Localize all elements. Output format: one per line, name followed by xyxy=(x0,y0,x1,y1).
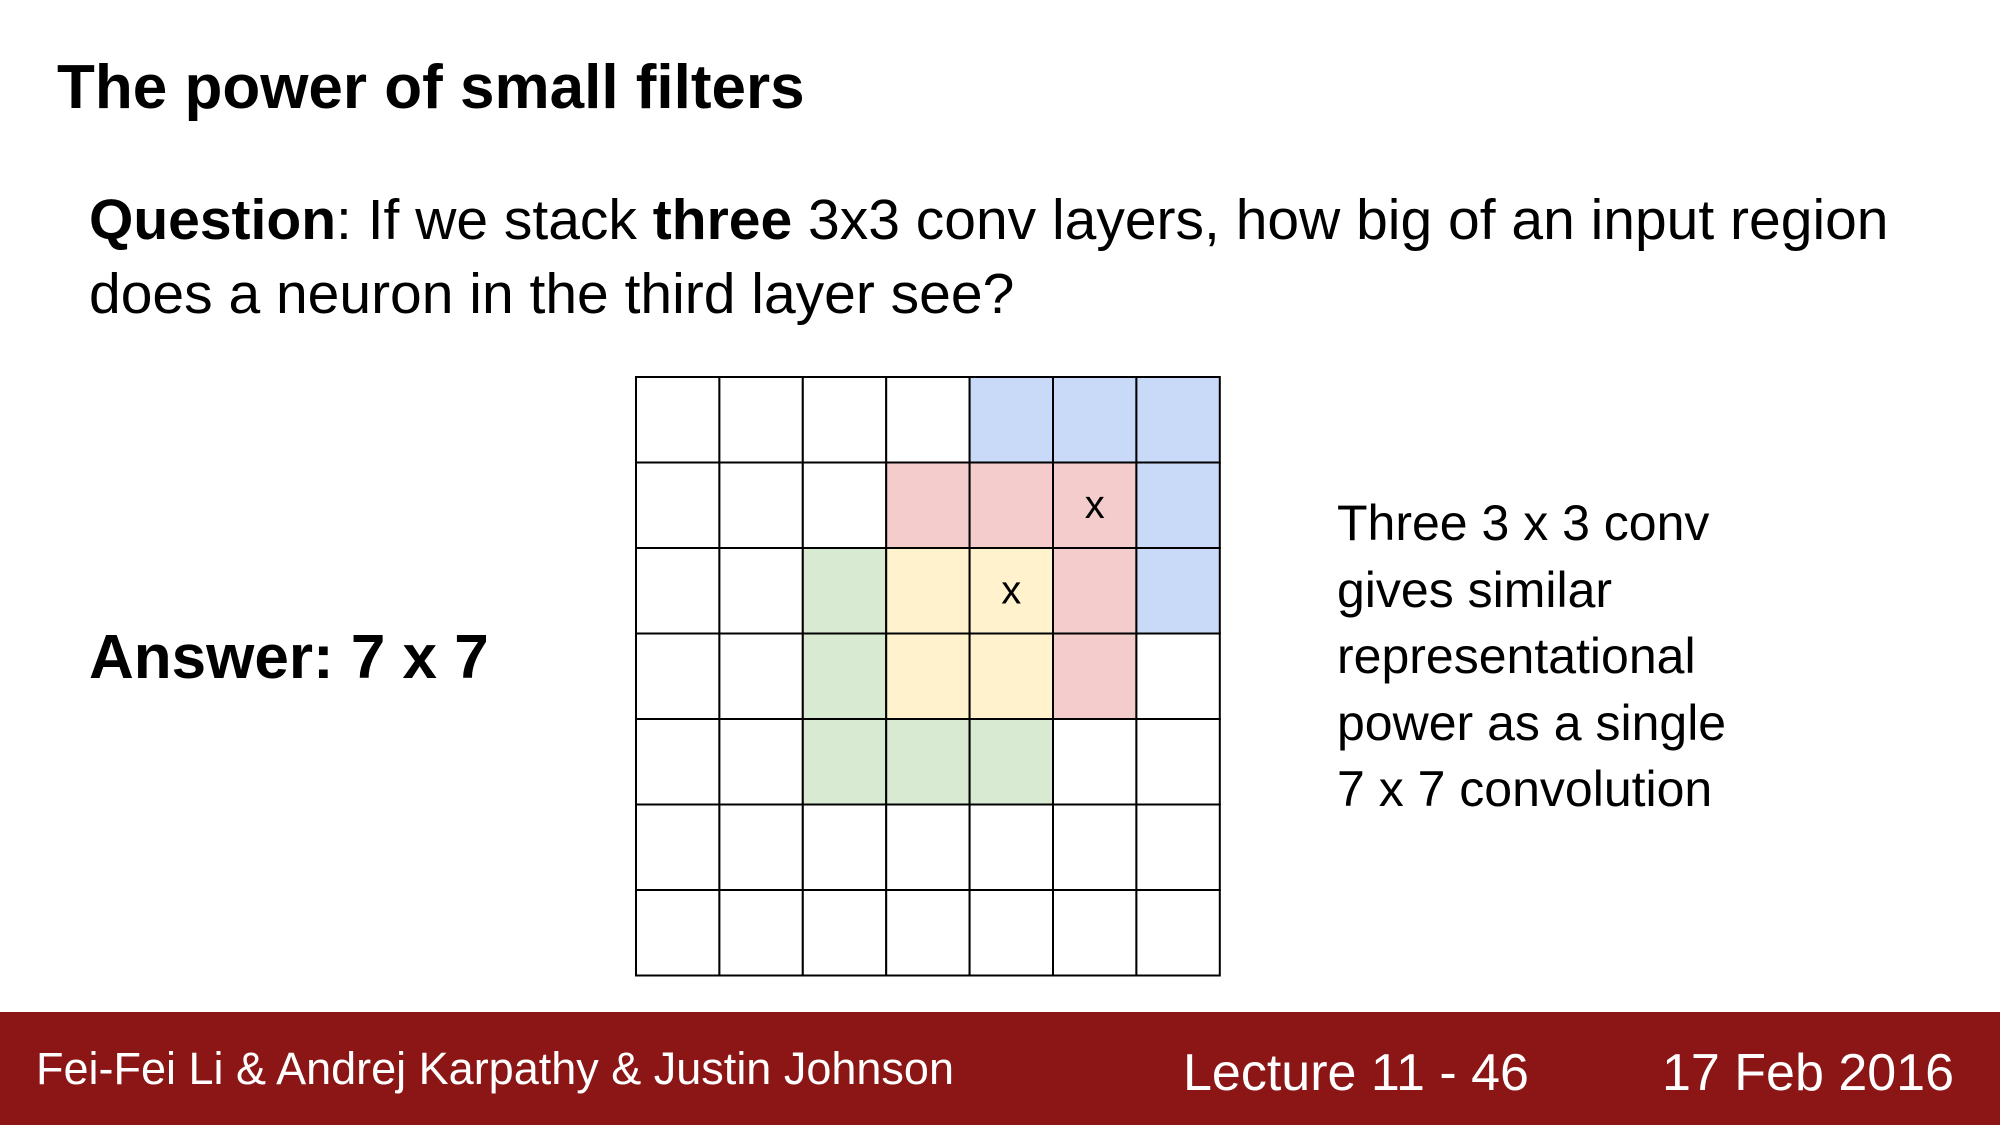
grid-cell xyxy=(1052,632,1138,720)
grid-cell xyxy=(1135,718,1221,806)
grid-cell xyxy=(968,461,1055,549)
grid-cell xyxy=(635,547,721,635)
grid-cell xyxy=(718,376,804,464)
grid-cell xyxy=(801,632,888,720)
grid-cell xyxy=(635,803,721,891)
grid-cell xyxy=(635,461,721,549)
side-line: 7 x 7 convolution xyxy=(1337,761,1713,817)
grid-cell xyxy=(635,632,721,720)
grid-cell xyxy=(718,632,804,720)
grid-cell xyxy=(885,718,971,806)
grid-cell xyxy=(801,718,888,806)
side-line: gives similar xyxy=(1337,561,1613,618)
grid-cell xyxy=(1052,376,1138,464)
grid-cell xyxy=(1135,632,1221,720)
grid-cell xyxy=(801,889,888,977)
answer-text: Answer: 7 x 7 xyxy=(89,623,489,692)
grid-cell xyxy=(968,803,1055,891)
grid-svg: xx xyxy=(635,376,1221,977)
grid-cell xyxy=(801,803,888,891)
grid-cell xyxy=(1135,547,1221,635)
grid-cell xyxy=(718,461,804,549)
grid-cell xyxy=(1052,718,1138,806)
footer-date: 17 Feb 2016 xyxy=(1662,1044,1955,1102)
grid-cell xyxy=(885,461,971,549)
grid-cell xyxy=(1135,461,1221,549)
question-part-2: 3x3 conv layers, how big of an input reg… xyxy=(89,188,1889,326)
question-label: Question xyxy=(89,188,337,252)
question-text: Question: If we stack three 3x3 conv lay… xyxy=(89,183,1949,331)
footer-authors: Fei-Fei Li & Andrej Karpathy & Justin Jo… xyxy=(36,1043,954,1094)
grid-cell xyxy=(968,718,1055,806)
side-line: power as a single xyxy=(1337,694,1727,751)
grid-mark-x: x xyxy=(1085,483,1105,527)
grid-cell xyxy=(635,718,721,806)
grid-cell xyxy=(635,376,721,464)
side-line: representational xyxy=(1337,628,1696,684)
grid-cell xyxy=(801,376,888,464)
grid-cell xyxy=(635,889,721,977)
grid-cell xyxy=(1052,889,1138,977)
grid-cell xyxy=(1135,803,1221,891)
grid-mark-x: x xyxy=(1001,568,1021,612)
grid-cell xyxy=(968,889,1055,977)
grid-cell xyxy=(885,547,971,635)
grid-cell xyxy=(885,889,971,977)
grid-cell xyxy=(718,547,804,635)
grid-cell xyxy=(801,547,888,635)
slide-title: The power of small filters xyxy=(57,53,805,122)
grid-cell xyxy=(718,803,804,891)
footer-bar: Fei-Fei Li & Andrej Karpathy & Justin Jo… xyxy=(0,1012,2000,1125)
grid-cell xyxy=(885,803,971,891)
grid-cell xyxy=(885,632,971,720)
grid-cell xyxy=(1135,889,1221,977)
grid-cell xyxy=(1135,376,1221,464)
grid-cell xyxy=(801,461,888,549)
grid-cell xyxy=(718,718,804,806)
grid-cell xyxy=(1052,803,1138,891)
side-line: Three 3 x 3 conv xyxy=(1337,495,1710,551)
grid-cell xyxy=(968,632,1055,720)
grid-cell xyxy=(1052,547,1138,635)
question-part-1: : If we stack xyxy=(336,188,653,252)
grid-cell xyxy=(968,376,1055,464)
grid-cell xyxy=(718,889,804,977)
grid-cell xyxy=(885,376,971,464)
footer-lecture: Lecture 11 - 46 xyxy=(1183,1044,1529,1102)
question-emphasis: three xyxy=(652,188,793,252)
side-explanation: Three 3 x 3 conv gives similar represent… xyxy=(1337,490,1897,823)
